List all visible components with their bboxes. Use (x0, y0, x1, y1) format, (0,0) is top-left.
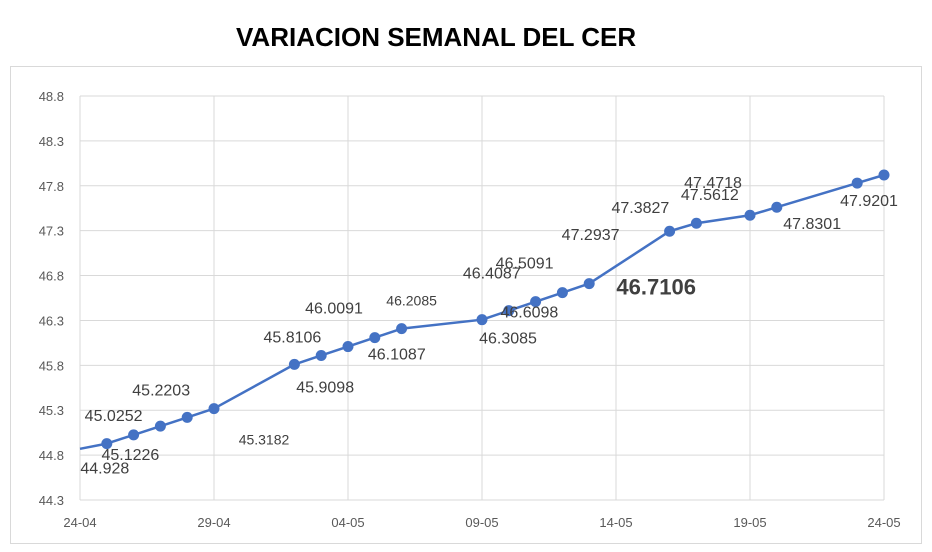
data-label: 46.4087 (463, 266, 521, 283)
data-point (342, 341, 354, 353)
y-tick-label: 47.8 (39, 179, 64, 194)
data-label: 45.8106 (263, 329, 321, 346)
data-point (288, 358, 300, 370)
data-point (315, 349, 327, 361)
data-point (583, 278, 595, 290)
x-axis-ticks: 24-04 29-04 04-05 09-05 14-05 19-05 24-05 (63, 515, 900, 530)
data-label: 46.5091 (496, 256, 554, 273)
data-label: 46.0091 (305, 301, 363, 318)
data-label: 45.1226 (101, 447, 159, 464)
x-tick-label: 04-05 (331, 515, 364, 530)
grid-lines (79, 95, 885, 501)
data-point (128, 429, 140, 441)
data-point (503, 305, 515, 317)
series-line (79, 173, 885, 451)
data-label: 46.6098 (500, 305, 558, 322)
data-label: 46.7106 (616, 275, 696, 300)
data-label: 45.2203 (132, 382, 190, 399)
x-tick-label: 29-04 (197, 515, 230, 530)
data-label: 46.3085 (479, 331, 537, 348)
data-point (396, 323, 408, 335)
y-tick-label: 45.3 (39, 403, 64, 418)
data-point (101, 438, 113, 450)
data-point (530, 296, 542, 308)
data-labels: 44.928 45.0252 45.1226 45.2203 45.3182 45.810… (80, 175, 898, 477)
y-tick-label: 46.8 (39, 269, 64, 284)
data-point (744, 209, 756, 221)
data-point (771, 201, 783, 213)
data-label: 47.3827 (611, 200, 669, 217)
data-label: 47.4718 (684, 175, 742, 192)
chart-frame (10, 66, 922, 544)
data-label: 46.1087 (368, 347, 426, 364)
y-tick-label: 48.3 (39, 134, 64, 149)
y-tick-label: 45.8 (39, 358, 64, 373)
data-point (690, 217, 702, 229)
data-label: 46.2085 (386, 293, 437, 309)
x-tick-label: 19-05 (733, 515, 766, 530)
chart-title: VARIACION SEMANAL DEL CER (236, 22, 637, 52)
data-point (369, 332, 381, 344)
data-point (851, 177, 863, 189)
data-point (664, 225, 676, 237)
x-tick-label: 24-04 (63, 515, 96, 530)
data-label: 47.2937 (562, 227, 620, 244)
y-tick-label: 47.3 (39, 224, 64, 239)
data-label: 47.8301 (783, 216, 841, 233)
y-axis-ticks: 44.3 44.8 45.3 45.8 46.3 46.8 47.3 47.8 48.3 48.8 (39, 89, 64, 508)
data-point (878, 169, 890, 181)
data-point (154, 420, 166, 432)
data-point (556, 287, 568, 299)
data-point (181, 411, 193, 423)
data-label: 47.5612 (681, 187, 739, 204)
data-point (476, 314, 488, 326)
series-group (79, 169, 890, 451)
data-label: 45.3182 (239, 432, 290, 448)
x-tick-label: 24-05 (867, 515, 900, 530)
x-tick-label: 09-05 (465, 515, 498, 530)
y-tick-label: 44.3 (39, 493, 64, 508)
y-tick-label: 46.3 (39, 313, 64, 328)
y-tick-label: 48.8 (39, 89, 64, 104)
data-point (208, 403, 220, 415)
y-tick-label: 44.8 (39, 448, 64, 463)
x-tick-label: 14-05 (599, 515, 632, 530)
data-label: 45.9098 (296, 379, 354, 396)
data-label: 45.0252 (85, 408, 143, 425)
data-label: 44.928 (80, 461, 129, 478)
data-label: 47.9201 (840, 193, 898, 210)
